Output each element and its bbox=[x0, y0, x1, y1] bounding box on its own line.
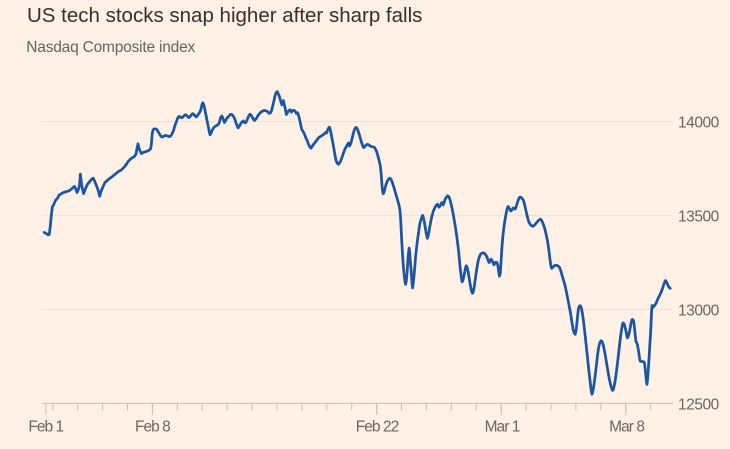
svg-text:Feb 8: Feb 8 bbox=[135, 419, 170, 436]
svg-text:Feb 22: Feb 22 bbox=[356, 419, 399, 436]
svg-text:14000: 14000 bbox=[678, 115, 720, 132]
svg-text:Nasdaq Composite index: Nasdaq Composite index bbox=[26, 39, 195, 56]
svg-text:Mar 8: Mar 8 bbox=[609, 419, 644, 436]
svg-text:13000: 13000 bbox=[678, 302, 720, 319]
svg-text:Mar 1: Mar 1 bbox=[485, 419, 520, 436]
svg-text:12500: 12500 bbox=[678, 396, 720, 413]
svg-text:US tech stocks snap higher aft: US tech stocks snap higher after sharp f… bbox=[27, 4, 422, 27]
svg-text:13500: 13500 bbox=[678, 208, 720, 225]
svg-text:Feb 1: Feb 1 bbox=[28, 419, 63, 436]
